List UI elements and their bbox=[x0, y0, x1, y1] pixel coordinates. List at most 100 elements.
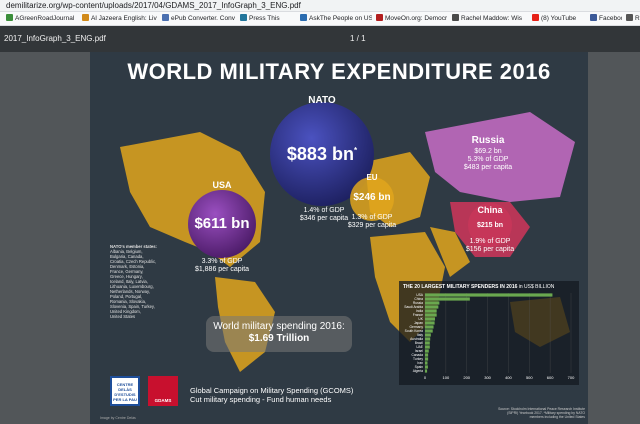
nato-label: NATO bbox=[308, 95, 336, 106]
chart-bar bbox=[425, 337, 431, 341]
chart-bar bbox=[425, 341, 430, 345]
nato-member-line: Slovenia, Spain, Turkey, bbox=[110, 304, 155, 309]
bookmark-label: AGreenRoadJournal bbox=[15, 15, 75, 22]
chart-category-label: Japan bbox=[414, 321, 423, 325]
chart-category-label: UAE bbox=[416, 345, 424, 349]
pdf-page: WORLD MILITARY EXPENDITURE 2016 NATO $88… bbox=[90, 52, 588, 424]
chart-category-label: Iran bbox=[417, 361, 423, 365]
chart-bar bbox=[425, 329, 433, 333]
bookmark-favicon-icon bbox=[452, 14, 459, 21]
chart-bar bbox=[425, 357, 429, 361]
bookmark-label: Rachel Maddow: Wis bbox=[461, 15, 523, 22]
bookmark-item[interactable]: Facebook bbox=[590, 14, 622, 24]
chart-category-label: France bbox=[413, 313, 423, 317]
bookmark-favicon-icon bbox=[532, 14, 539, 21]
chart-x-tick-label: 700 bbox=[568, 375, 575, 380]
chart-x-tick-label: 0 bbox=[424, 375, 427, 380]
chart-x-tick-label: 600 bbox=[547, 375, 554, 380]
chart-bar bbox=[425, 345, 430, 349]
nato-member-line: United Kingdom, bbox=[110, 309, 141, 314]
bookmark-favicon-icon bbox=[240, 14, 247, 21]
bookmark-label: Al Jazeera English: Liv bbox=[91, 15, 157, 22]
bookmark-favicon-icon bbox=[162, 14, 169, 21]
chart-category-label: Algeria bbox=[413, 369, 423, 373]
bookmark-item[interactable]: Al Jazeera English: Liv bbox=[82, 14, 157, 24]
nato-member-line: Denmark, Estonia, bbox=[110, 264, 145, 269]
nato-member-line: France, Germany, bbox=[110, 269, 144, 274]
chart-x-tick-label: 300 bbox=[484, 375, 491, 380]
bookmark-item[interactable]: ePub Converter. Conv bbox=[162, 14, 235, 24]
eu-stats: 1.3% of GDP $329 per capita bbox=[347, 214, 397, 229]
bookmark-label: Radiation bbox=[635, 15, 640, 22]
chart-category-label: India bbox=[416, 309, 423, 313]
chart-title: THE 20 LARGEST MILITARY SPENDERS IN 2016… bbox=[403, 284, 555, 290]
bookmark-label: ePub Converter. Conv bbox=[171, 15, 235, 22]
nato-member-line: Croatia, Czech Republic, bbox=[110, 259, 157, 264]
chart-bar bbox=[425, 349, 429, 353]
bookmark-favicon-icon bbox=[590, 14, 597, 21]
bookmark-item[interactable]: AGreenRoadJournal bbox=[6, 14, 74, 24]
bookmark-item[interactable]: (8) YouTube bbox=[532, 14, 576, 24]
chart-category-label: Russia bbox=[413, 301, 423, 305]
usa-stats: 3.3% of GDP $1,886 per capita bbox=[194, 258, 250, 273]
chart-bar bbox=[425, 361, 428, 365]
chart-x-tick-label: 400 bbox=[505, 375, 512, 380]
nato-member-line: Bulgaria, Canada, bbox=[110, 254, 144, 259]
eu-label: EU bbox=[366, 173, 378, 182]
bookmark-item[interactable]: Rachel Maddow: Wis bbox=[452, 14, 522, 24]
address-bar[interactable]: demilitarize.org/wp-content/uploads/2017… bbox=[0, 0, 640, 12]
chart-category-label: Germany bbox=[409, 325, 423, 329]
chart-bar bbox=[425, 305, 439, 309]
chart-category-label: Saudi Arabia bbox=[404, 305, 423, 309]
chart-category-label: Canada bbox=[411, 353, 423, 357]
chart-bar bbox=[425, 297, 470, 301]
bookmark-label: AskThe People on US bbox=[309, 15, 372, 22]
china-label: China bbox=[477, 205, 503, 215]
bookmark-item[interactable]: Radiation bbox=[626, 14, 640, 24]
nato-member-line: Albania, Belgium, bbox=[110, 249, 143, 254]
chart-x-tick-label: 200 bbox=[463, 375, 470, 380]
chart-bar bbox=[425, 293, 553, 297]
bookmark-label: MoveOn.org: Democr bbox=[385, 15, 448, 22]
bookmark-label: Press This bbox=[249, 15, 280, 22]
bookmark-item[interactable]: Press This bbox=[240, 14, 280, 24]
chart-bar bbox=[425, 313, 437, 317]
bookmark-item[interactable]: MoveOn.org: Democr bbox=[376, 14, 447, 24]
page-indicator: 1 / 1 bbox=[350, 34, 366, 43]
gdams-logo: GDAMS bbox=[148, 376, 178, 406]
chart-category-label: Israel bbox=[415, 349, 423, 353]
bookmark-favicon-icon bbox=[626, 14, 633, 21]
chart-category-label: Australia bbox=[410, 337, 423, 341]
nato-member-line: Lithuania, Luxembourg, bbox=[110, 284, 154, 289]
chart-bar bbox=[425, 309, 437, 313]
chart-bar bbox=[425, 317, 436, 321]
image-credit: Image by Centre Delàs bbox=[100, 416, 136, 420]
nato-member-line: United States bbox=[110, 314, 136, 319]
bookmark-label: (8) YouTube bbox=[541, 15, 577, 22]
bookmark-favicon-icon bbox=[376, 14, 383, 21]
chart-svg: 0 100 200 300 400 500 600 700 USAChinaRussiaSaud… bbox=[404, 293, 575, 380]
chart-category-label: South Korea bbox=[405, 329, 423, 333]
bookmark-favicon-icon bbox=[6, 14, 13, 21]
chart-category-label: Turkey bbox=[413, 357, 423, 361]
chart-bar bbox=[425, 353, 429, 357]
nato-stats: 1.4% of GDP $346 per capita bbox=[299, 207, 349, 222]
china-amount: $215 bn bbox=[476, 222, 504, 229]
infographic-title: WORLD MILITARY EXPENDITURE 2016 bbox=[127, 59, 551, 84]
pdf-filename: 2017_InfoGraph_3_ENG.pdf bbox=[4, 34, 106, 43]
nato-amount: $883 bn* bbox=[286, 144, 358, 164]
url-text[interactable]: demilitarize.org/wp-content/uploads/2017… bbox=[6, 1, 301, 10]
china-stats: 1.9% of GDP $156 per capita bbox=[465, 238, 515, 253]
bookmark-label: Facebook bbox=[599, 15, 622, 22]
eu-amount: $246 bn bbox=[353, 192, 391, 203]
chart-category-label: Brazil bbox=[415, 341, 424, 345]
pdf-toolbar: 2017_InfoGraph_3_ENG.pdf 1 / 1 bbox=[0, 26, 640, 52]
nato-member-line: Romania, Slovakia, bbox=[110, 299, 147, 304]
source-note: Source: Stockholm International Peace Re… bbox=[498, 407, 585, 419]
bookmark-favicon-icon bbox=[82, 14, 89, 21]
chart-category-label: Italy bbox=[417, 333, 423, 337]
chart-category-label: China bbox=[414, 297, 423, 301]
bookmark-item[interactable]: AskThe People on US bbox=[300, 14, 372, 24]
centre-delas-logo: CENTRE DELÀS D'ESTUDIS PER LA PAU bbox=[110, 376, 140, 406]
usa-amount: $611 bn bbox=[194, 215, 250, 232]
